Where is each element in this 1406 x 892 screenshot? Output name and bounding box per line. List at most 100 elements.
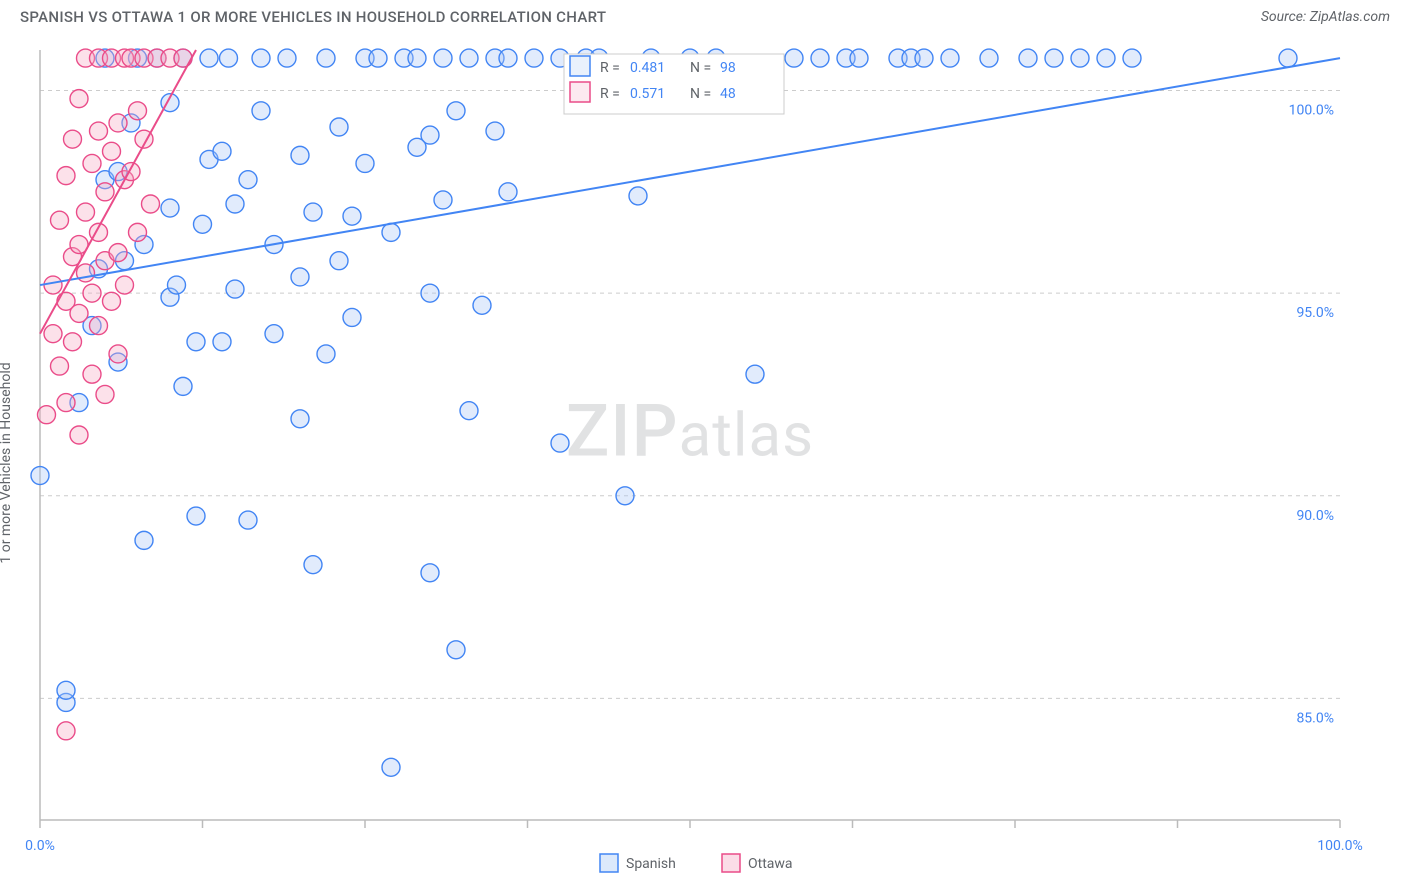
legend-series-label: Spanish [626, 856, 676, 872]
scatter-point [1097, 49, 1115, 67]
scatter-point [421, 126, 439, 144]
scatter-point [109, 244, 127, 262]
y-tick-label: 85.0% [1296, 710, 1334, 726]
scatter-point [304, 556, 322, 574]
scatter-point [64, 333, 82, 351]
chart-title: SPANISH VS OTTAWA 1 OR MORE VEHICLES IN … [20, 8, 606, 26]
scatter-point [1045, 49, 1063, 67]
scatter-point [356, 154, 374, 172]
scatter-point [57, 681, 75, 699]
legend-n-value: 98 [720, 60, 736, 76]
scatter-point [226, 195, 244, 213]
scatter-point [1123, 49, 1141, 67]
scatter-point [941, 49, 959, 67]
scatter-point [96, 183, 114, 201]
scatter-point [187, 507, 205, 525]
scatter-point [239, 171, 257, 189]
watermark: ZIPatlas [566, 388, 814, 473]
scatter-point [174, 49, 192, 67]
scatter-point [785, 49, 803, 67]
scatter-point [57, 167, 75, 185]
legend-swatch [722, 854, 740, 872]
scatter-point [187, 333, 205, 351]
scatter-point [304, 203, 322, 221]
scatter-point [291, 146, 309, 164]
scatter-point [31, 467, 49, 485]
scatter-point [70, 90, 88, 108]
scatter-point [382, 758, 400, 776]
scatter-point [473, 296, 491, 314]
scatter-point [142, 195, 160, 213]
scatter-point [421, 284, 439, 302]
scatter-point [1279, 49, 1297, 67]
scatter-point [915, 49, 933, 67]
y-axis-label: 1 or more Vehicles in Household [0, 362, 14, 563]
x-tick-label: 0.0% [25, 838, 55, 854]
legend-swatch [570, 56, 590, 76]
scatter-point [980, 49, 998, 67]
source-attribution: Source: ZipAtlas.com [1261, 9, 1390, 25]
scatter-point [525, 49, 543, 67]
scatter-point [850, 49, 868, 67]
y-tick-label: 90.0% [1296, 508, 1334, 524]
scatter-point [343, 308, 361, 326]
scatter-point [382, 223, 400, 241]
scatter-point [447, 641, 465, 659]
scatter-point [116, 276, 134, 294]
legend-swatch [600, 854, 618, 872]
legend-r-label: R = [600, 60, 620, 76]
scatter-point [265, 325, 283, 343]
scatter-point [252, 102, 270, 120]
scatter-point [1071, 49, 1089, 67]
scatter-point [408, 49, 426, 67]
scatter-point [330, 118, 348, 136]
scatter-point [226, 280, 244, 298]
scatter-point [194, 215, 212, 233]
scatter-point [434, 49, 452, 67]
scatter-point [291, 268, 309, 286]
scatter-point [551, 434, 569, 452]
legend-r-label: R = [600, 86, 620, 102]
scatter-point [460, 49, 478, 67]
scatter-point [460, 402, 478, 420]
scatter-point [161, 199, 179, 217]
stats-legend-box [564, 54, 784, 114]
scatter-point [317, 345, 335, 363]
scatter-point [109, 114, 127, 132]
scatter-point [291, 410, 309, 428]
scatter-point [129, 102, 147, 120]
scatter-point [83, 284, 101, 302]
source-name: ZipAtlas.com [1310, 9, 1390, 25]
source-prefix: Source: [1261, 9, 1310, 25]
scatter-point [83, 154, 101, 172]
scatter-point [77, 203, 95, 221]
scatter-point [213, 333, 231, 351]
scatter-point [70, 304, 88, 322]
scatter-point [499, 183, 517, 201]
scatter-point [421, 564, 439, 582]
scatter-point [317, 49, 335, 67]
scatter-point [330, 252, 348, 270]
chart-container: 1 or more Vehicles in Household 85.0%90.… [0, 30, 1406, 880]
scatter-point [220, 49, 238, 67]
scatter-point [44, 276, 62, 294]
scatter-point [51, 357, 69, 375]
correlation-scatter-chart: 85.0%90.0%95.0%100.0%0.0%100.0%ZIPatlasR… [0, 30, 1406, 880]
scatter-point [51, 211, 69, 229]
scatter-point [369, 49, 387, 67]
scatter-point [499, 49, 517, 67]
scatter-point [811, 49, 829, 67]
scatter-point [57, 722, 75, 740]
x-tick-label: 100.0% [1317, 838, 1362, 854]
legend-n-value: 48 [720, 86, 736, 102]
scatter-point [44, 325, 62, 343]
legend-n-label: N = [690, 86, 711, 102]
scatter-point [486, 122, 504, 140]
scatter-point [96, 385, 114, 403]
scatter-point [616, 487, 634, 505]
scatter-point [629, 187, 647, 205]
scatter-point [129, 223, 147, 241]
scatter-point [200, 49, 218, 67]
scatter-point [343, 207, 361, 225]
scatter-point [135, 531, 153, 549]
